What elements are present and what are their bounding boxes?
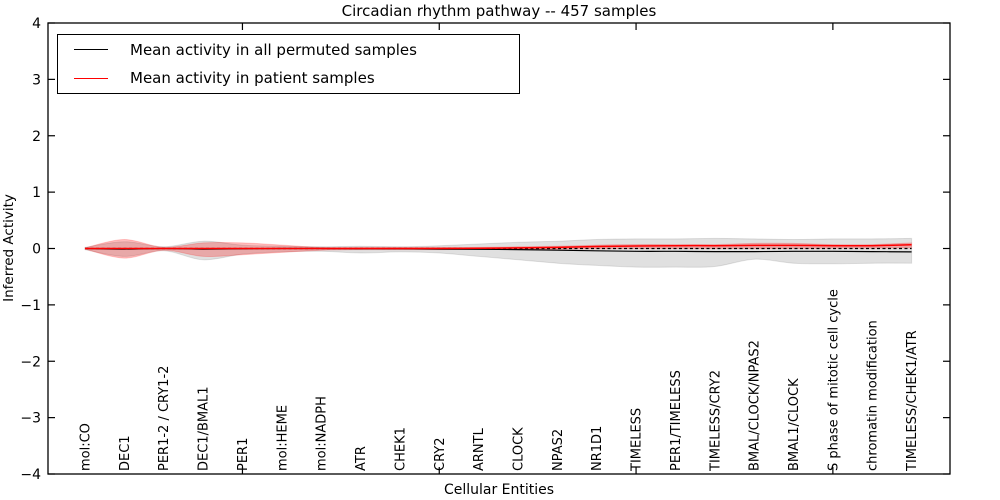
x-category-label: BMAL1/CLOCK [787,378,802,471]
y-tick-label: −1 [20,298,41,314]
x-category-label: CHEK1 [393,427,408,471]
legend-line-permuted-icon [74,49,108,51]
x-category-label: mol:CO [79,423,94,471]
x-category-label: mol:HEME [275,405,290,471]
x-category-label: PER1/TIMELESS [669,370,684,471]
y-tick-label: −3 [20,411,41,427]
legend-label-patient: Mean activity in patient samples [130,69,375,88]
legend-line-patient-icon [74,77,108,79]
x-category-label: TIMELESS/CHEK1/ATR [905,330,920,472]
x-category-label: PER1 [236,438,251,471]
y-tick-label: 4 [32,16,41,32]
x-category-label: CRY2 [433,438,448,472]
y-axis-label: Inferred Activity [1,194,17,302]
y-tick-label: −2 [20,354,41,370]
x-category-label: DEC1/BMAL1 [197,387,212,472]
x-category-label: chromatin modification [866,320,881,471]
x-category-label: mol:NADPH [315,396,330,471]
x-axis-label: Cellular Entities [444,482,554,498]
legend-item-permuted: Mean activity in all permuted samples [58,36,519,64]
x-category-label: BMAL/CLOCK/NPAS2 [748,340,763,471]
legend-label-permuted: Mean activity in all permuted samples [130,40,417,59]
y-tick-label: 0 [32,242,41,258]
y-tick-label: 3 [32,72,41,88]
x-category-label: ARNTL [472,427,487,471]
x-category-label: CLOCK [512,427,527,471]
legend: Mean activity in all permuted samples Me… [57,34,520,94]
x-category-label: TIMELESS/CRY2 [708,370,723,472]
y-tick-label: 1 [32,185,41,201]
chart-title: Circadian rhythm pathway -- 457 samples [342,2,657,20]
x-category-label: DEC1 [118,435,133,471]
x-category-label: ATR [354,446,369,471]
legend-item-patient: Mean activity in patient samples [58,64,519,92]
x-category-label: NR1D1 [590,426,605,471]
y-tick-label: 2 [32,129,41,145]
y-tick-label: −4 [20,467,41,483]
x-category-label: TIMELESS [630,408,645,472]
x-category-label: NPAS2 [551,429,566,471]
patient-mean-line [85,244,912,250]
x-category-label: PER1-2 / CRY1-2 [157,366,172,471]
x-category-label: S phase of mitotic cell cycle [826,289,841,471]
